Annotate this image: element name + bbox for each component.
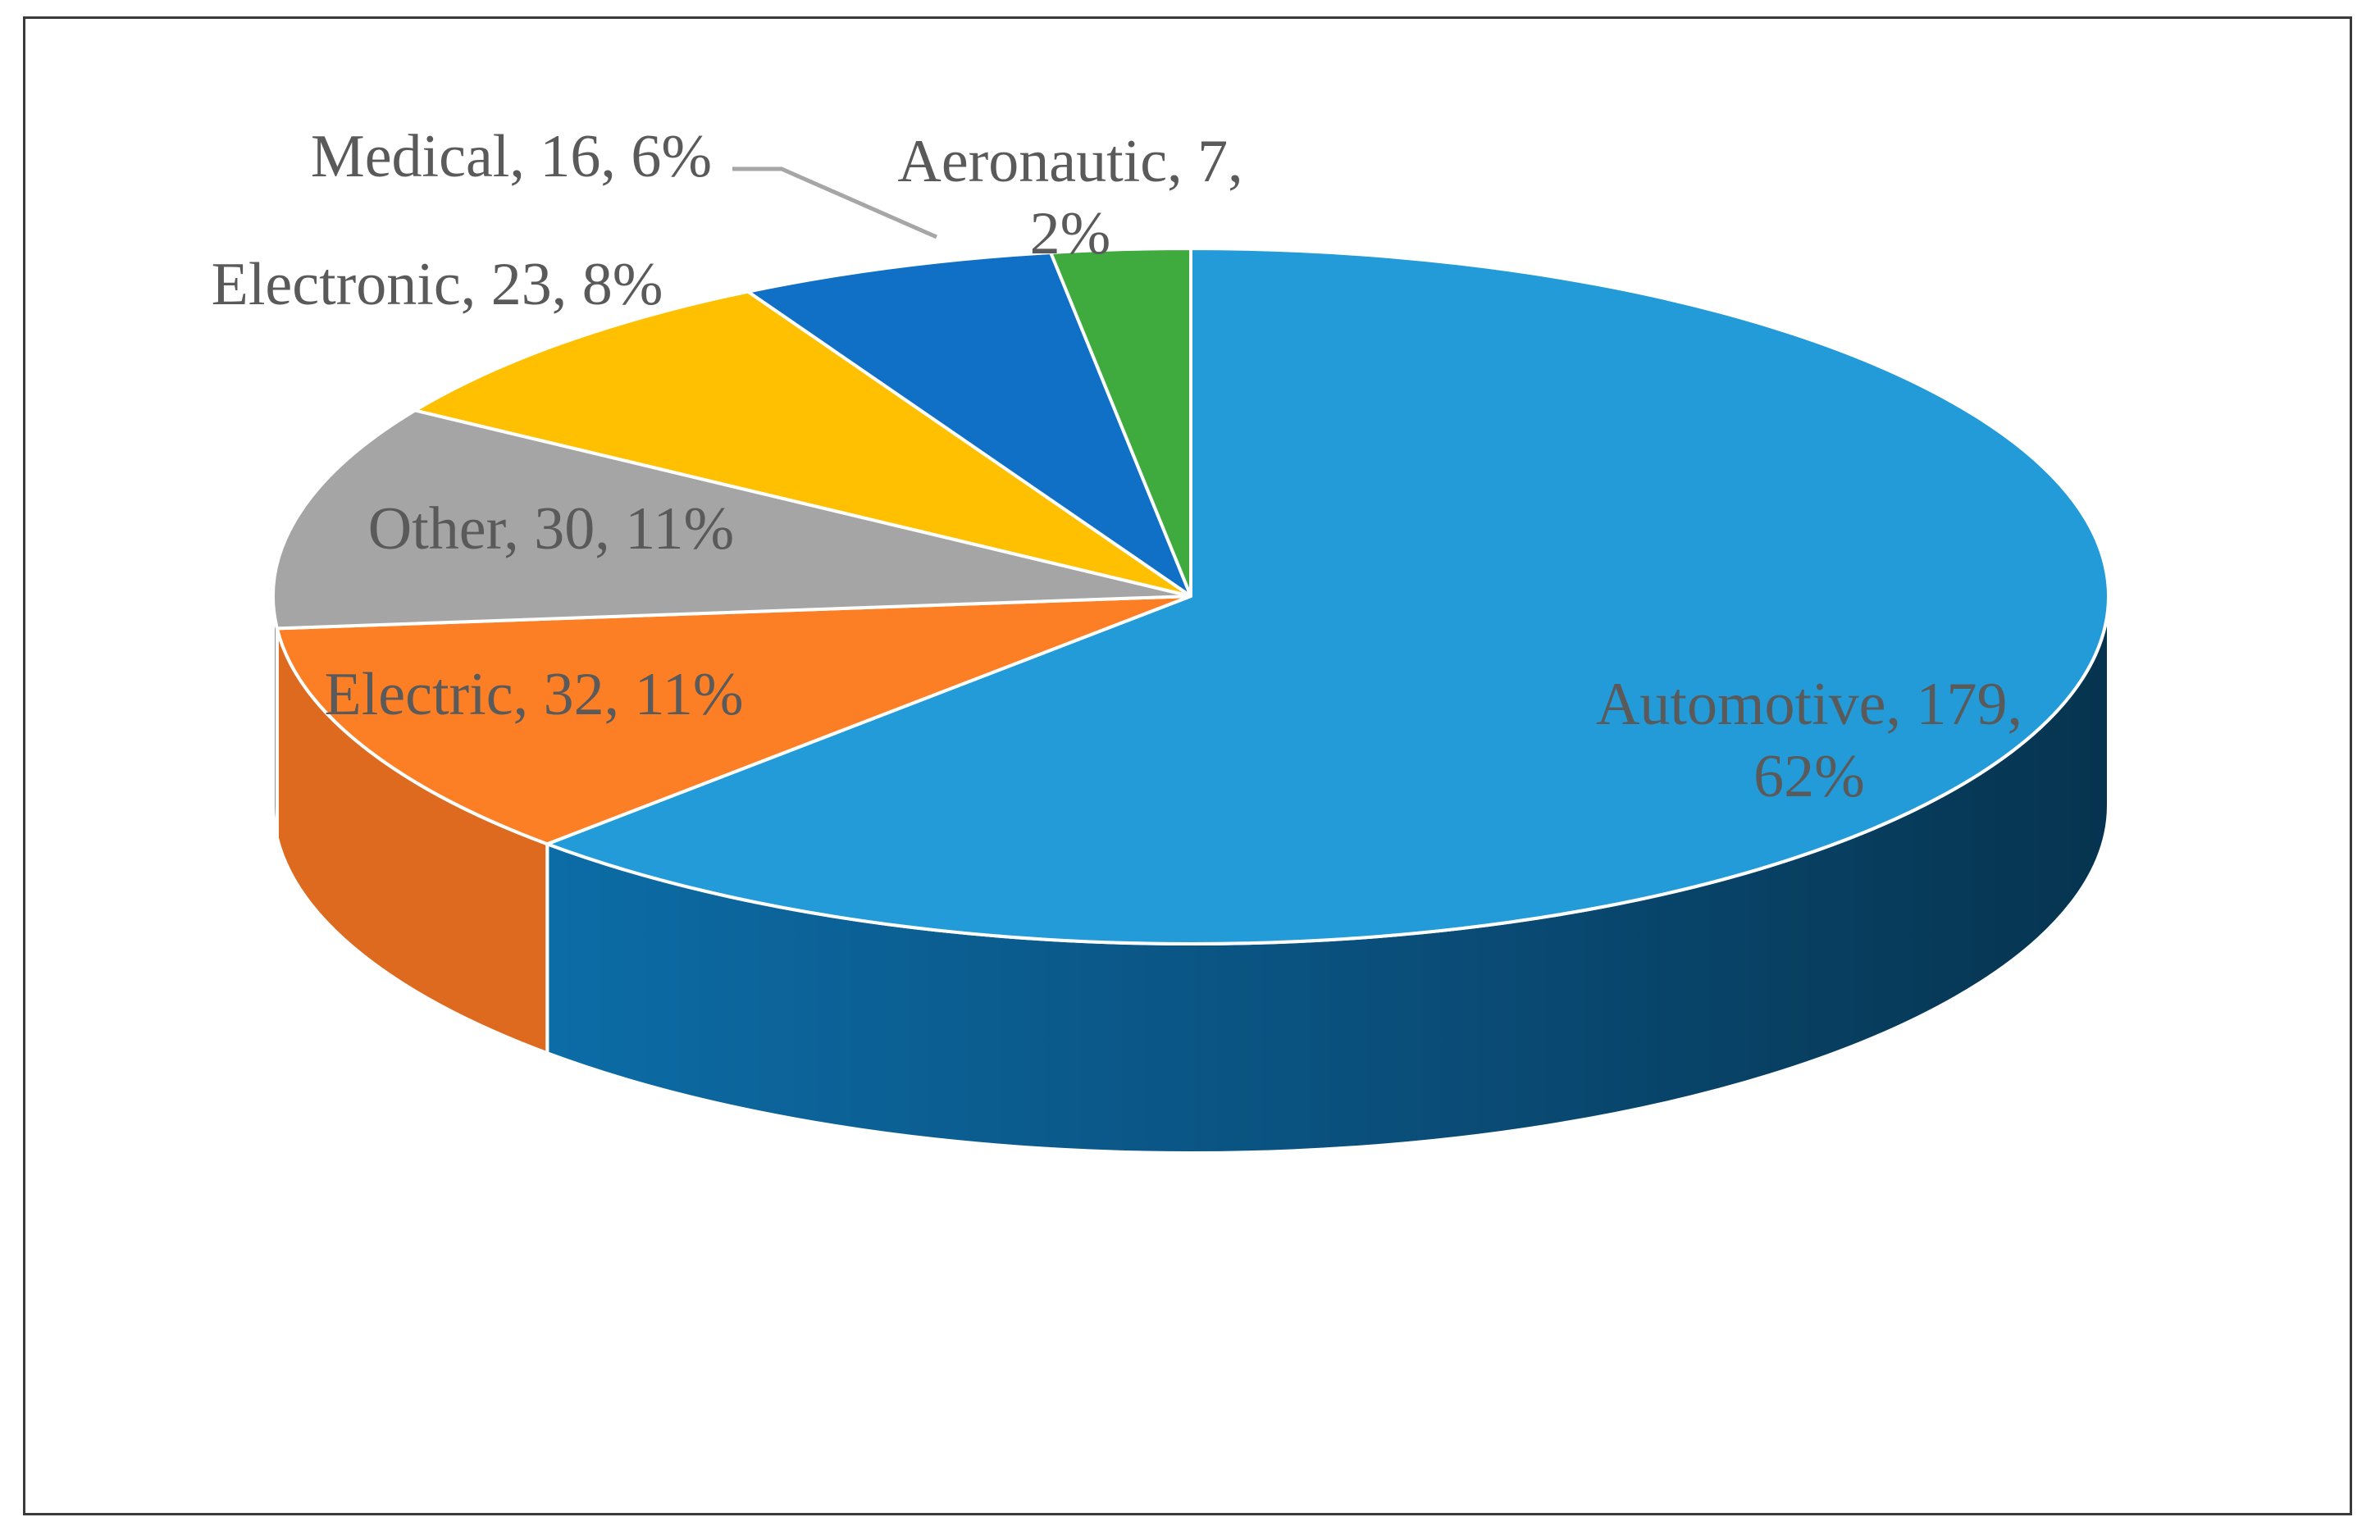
chart-frame: Automotive, 179, 62% Electric, 32, 11% Othe…: [23, 16, 2352, 1515]
data-label-other: Other, 30, 11%: [368, 495, 734, 563]
pie-slice-medical: [746, 250, 1192, 598]
data-label-line: 2%: [1030, 200, 1111, 267]
pie-slice-other: [271, 408, 1192, 631]
data-label-medical: Medical, 16, 6%: [311, 123, 712, 190]
data-label-electronic: Electronic, 23, 8%: [212, 251, 663, 318]
data-label-line: Medical, 16, 6%: [311, 123, 712, 190]
data-label-line: Aeronautic, 7,: [897, 128, 1242, 195]
leader-line-medical: [732, 166, 938, 239]
data-label-line: Electric, 32, 11%: [325, 661, 744, 728]
pie-slice-automotive: [545, 247, 2110, 945]
data-label-automotive: Automotive, 179, 62%: [1596, 671, 2022, 810]
data-label-line: 62%: [1753, 743, 1865, 810]
pie-slice-electric: [275, 595, 1192, 846]
data-label-line: Electronic, 23, 8%: [212, 251, 663, 318]
data-label-line: Other, 30, 11%: [368, 495, 734, 563]
pie-slice-electronic: [413, 289, 1192, 598]
data-label-aeronautic: Aeronautic, 7, 2%: [897, 128, 1242, 267]
pie-slice-aeronautic: [1049, 247, 1192, 598]
pie-chart: Automotive, 179, 62% Electric, 32, 11% Othe…: [212, 123, 2110, 1155]
data-label-electric: Electric, 32, 11%: [325, 661, 744, 728]
data-label-line: Automotive, 179,: [1596, 671, 2022, 738]
